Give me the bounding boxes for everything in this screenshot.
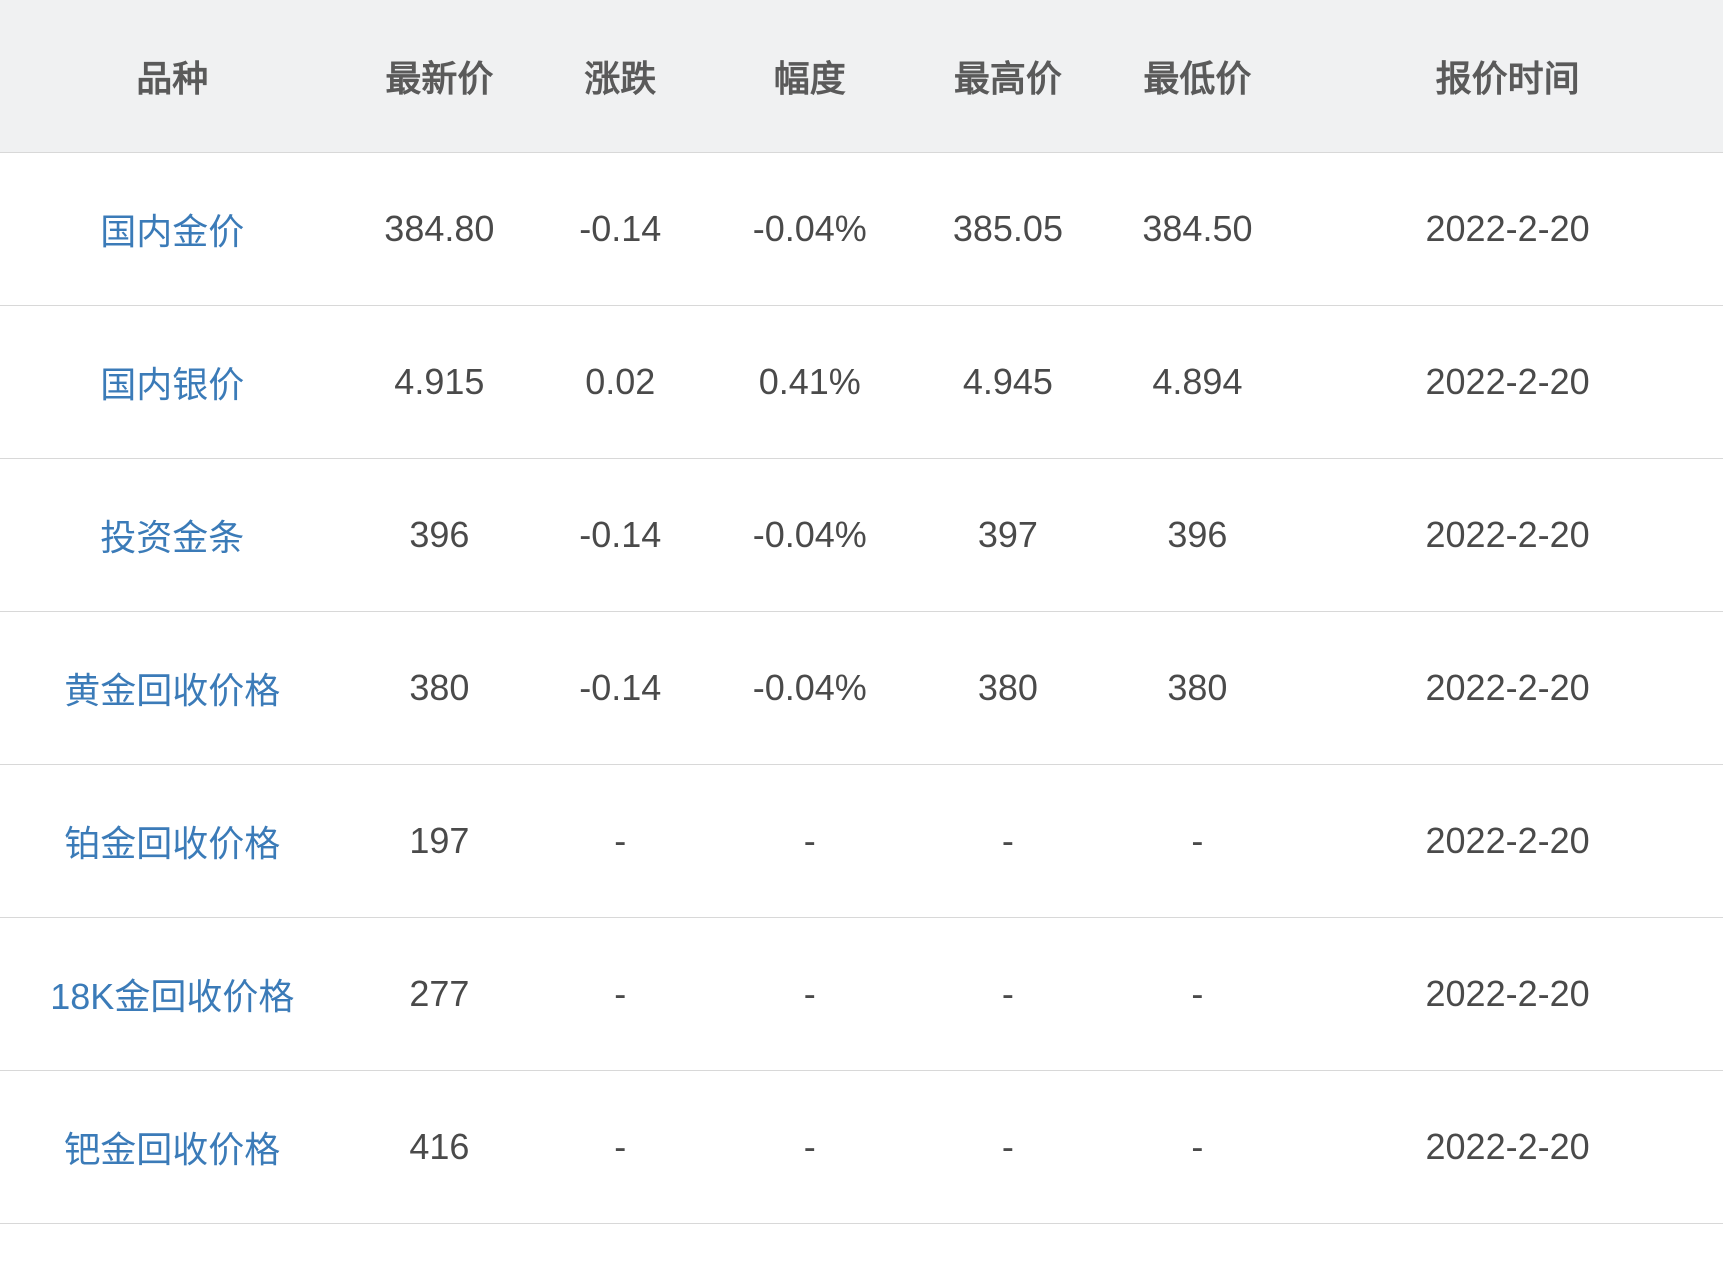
header-high: 最高价 (913, 0, 1103, 153)
cell-product[interactable]: 钯金回收价格 (0, 1071, 345, 1224)
table-row: 黄金回收价格 380 -0.14 -0.04% 380 380 2022-2-2… (0, 612, 1723, 765)
table-row: 投资金条 396 -0.14 -0.04% 397 396 2022-2-20 (0, 459, 1723, 612)
cell-pct: 0.41% (706, 306, 913, 459)
cell-low: 380 (1103, 612, 1293, 765)
cell-low: - (1103, 1071, 1293, 1224)
cell-pct: -0.04% (706, 612, 913, 765)
cell-product[interactable]: 黄金回收价格 (0, 612, 345, 765)
header-product: 品种 (0, 0, 345, 153)
header-pct: 幅度 (706, 0, 913, 153)
cell-high: 397 (913, 459, 1103, 612)
cell-change: -0.14 (534, 612, 706, 765)
table-row: 钯金回收价格 416 - - - - 2022-2-20 (0, 1071, 1723, 1224)
header-change: 涨跌 (534, 0, 706, 153)
cell-high: - (913, 1071, 1103, 1224)
header-row: 品种 最新价 涨跌 幅度 最高价 最低价 报价时间 (0, 0, 1723, 153)
cell-change: - (534, 765, 706, 918)
price-table-container: 品种 最新价 涨跌 幅度 最高价 最低价 报价时间 国内金价 384.80 -0… (0, 0, 1723, 1224)
table-header: 品种 最新价 涨跌 幅度 最高价 最低价 报价时间 (0, 0, 1723, 153)
cell-time: 2022-2-20 (1292, 306, 1723, 459)
cell-latest: 396 (345, 459, 535, 612)
header-low: 最低价 (1103, 0, 1293, 153)
cell-product[interactable]: 投资金条 (0, 459, 345, 612)
cell-low: - (1103, 765, 1293, 918)
cell-product[interactable]: 国内金价 (0, 153, 345, 306)
cell-high: - (913, 765, 1103, 918)
cell-change: 0.02 (534, 306, 706, 459)
cell-low: 396 (1103, 459, 1293, 612)
cell-pct: - (706, 1071, 913, 1224)
table-row: 18K金回收价格 277 - - - - 2022-2-20 (0, 918, 1723, 1071)
table-row: 铂金回收价格 197 - - - - 2022-2-20 (0, 765, 1723, 918)
cell-time: 2022-2-20 (1292, 1071, 1723, 1224)
cell-time: 2022-2-20 (1292, 765, 1723, 918)
cell-change: - (534, 918, 706, 1071)
table-row: 国内银价 4.915 0.02 0.41% 4.945 4.894 2022-2… (0, 306, 1723, 459)
cell-time: 2022-2-20 (1292, 459, 1723, 612)
cell-product[interactable]: 国内银价 (0, 306, 345, 459)
cell-latest: 4.915 (345, 306, 535, 459)
cell-latest: 197 (345, 765, 535, 918)
cell-change: -0.14 (534, 459, 706, 612)
cell-low: 384.50 (1103, 153, 1293, 306)
cell-high: 4.945 (913, 306, 1103, 459)
table-row: 国内金价 384.80 -0.14 -0.04% 385.05 384.50 2… (0, 153, 1723, 306)
cell-change: -0.14 (534, 153, 706, 306)
cell-pct: - (706, 765, 913, 918)
cell-high: 385.05 (913, 153, 1103, 306)
table-body: 国内金价 384.80 -0.14 -0.04% 385.05 384.50 2… (0, 153, 1723, 1224)
cell-latest: 277 (345, 918, 535, 1071)
cell-low: - (1103, 918, 1293, 1071)
cell-product[interactable]: 铂金回收价格 (0, 765, 345, 918)
cell-latest: 380 (345, 612, 535, 765)
cell-latest: 384.80 (345, 153, 535, 306)
header-latest: 最新价 (345, 0, 535, 153)
price-table: 品种 最新价 涨跌 幅度 最高价 最低价 报价时间 国内金价 384.80 -0… (0, 0, 1723, 1224)
cell-time: 2022-2-20 (1292, 153, 1723, 306)
cell-pct: -0.04% (706, 459, 913, 612)
cell-latest: 416 (345, 1071, 535, 1224)
cell-change: - (534, 1071, 706, 1224)
cell-time: 2022-2-20 (1292, 918, 1723, 1071)
cell-product[interactable]: 18K金回收价格 (0, 918, 345, 1071)
cell-high: - (913, 918, 1103, 1071)
cell-low: 4.894 (1103, 306, 1293, 459)
cell-pct: -0.04% (706, 153, 913, 306)
cell-high: 380 (913, 612, 1103, 765)
cell-pct: - (706, 918, 913, 1071)
cell-time: 2022-2-20 (1292, 612, 1723, 765)
header-time: 报价时间 (1292, 0, 1723, 153)
